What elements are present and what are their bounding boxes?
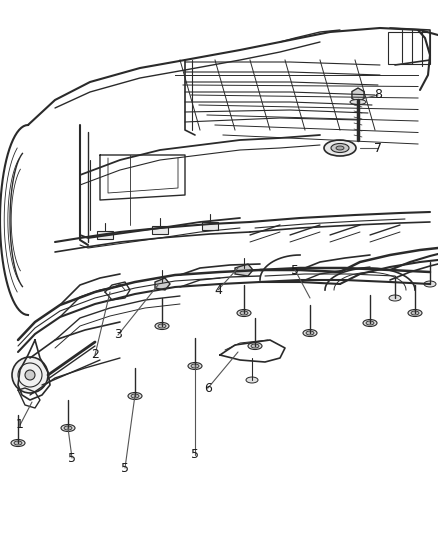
Text: 5: 5 [68,451,76,464]
Ellipse shape [424,281,436,287]
Ellipse shape [336,146,344,150]
Text: 5: 5 [121,462,129,474]
Ellipse shape [303,329,317,336]
Ellipse shape [191,364,199,368]
Ellipse shape [331,143,349,152]
Ellipse shape [246,377,258,383]
Ellipse shape [363,319,377,327]
Circle shape [25,370,35,380]
Ellipse shape [248,343,262,350]
Ellipse shape [306,331,314,335]
Ellipse shape [64,426,72,430]
Ellipse shape [251,344,259,348]
Ellipse shape [324,140,356,156]
Ellipse shape [61,424,75,432]
Text: 8: 8 [374,88,382,101]
Text: 2: 2 [91,349,99,361]
Polygon shape [235,264,253,276]
Text: 5: 5 [191,448,199,462]
Ellipse shape [131,394,139,398]
Ellipse shape [366,321,374,325]
Circle shape [12,357,48,393]
Text: 6: 6 [204,382,212,394]
Ellipse shape [240,311,248,315]
Polygon shape [155,278,170,290]
Ellipse shape [155,322,169,329]
Ellipse shape [128,392,142,400]
Ellipse shape [158,324,166,328]
Ellipse shape [411,311,419,315]
Ellipse shape [389,295,401,301]
Ellipse shape [11,440,25,447]
Text: 1: 1 [16,418,24,432]
Bar [202,222,218,230]
Text: 5: 5 [291,263,299,277]
Polygon shape [352,88,364,102]
Ellipse shape [408,310,422,317]
Ellipse shape [188,362,202,369]
Bar [388,32,430,64]
Bar [97,231,113,239]
Text: 3: 3 [114,328,122,342]
Ellipse shape [237,310,251,317]
Ellipse shape [350,100,366,104]
Text: 7: 7 [374,141,382,155]
Bar [152,226,168,234]
Ellipse shape [14,441,22,445]
Text: 4: 4 [214,284,222,296]
